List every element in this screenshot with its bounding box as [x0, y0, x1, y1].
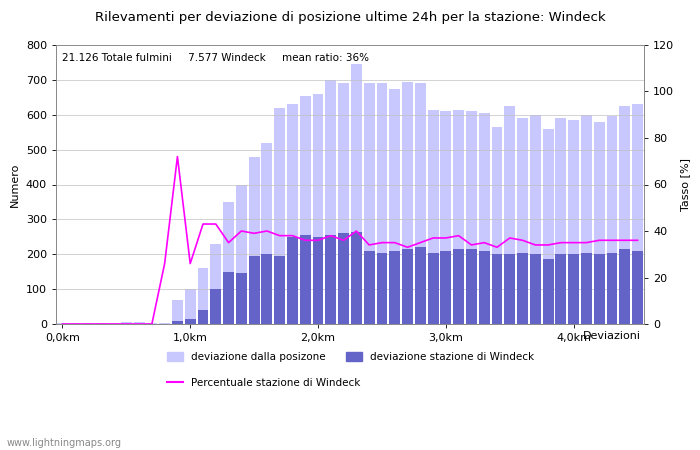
Bar — [568, 254, 579, 324]
Bar — [517, 118, 528, 324]
Bar — [185, 319, 196, 324]
Bar — [262, 254, 272, 324]
Bar — [351, 64, 362, 324]
Bar — [172, 300, 183, 324]
Bar — [581, 115, 592, 324]
Bar — [197, 268, 209, 324]
Bar — [338, 233, 349, 324]
Bar — [632, 251, 643, 324]
Bar — [338, 83, 349, 324]
Bar — [300, 95, 311, 324]
Bar — [453, 249, 464, 324]
Bar — [287, 104, 298, 324]
Bar — [479, 251, 490, 324]
Bar — [556, 118, 566, 324]
Bar — [377, 83, 387, 324]
Bar — [491, 254, 503, 324]
Bar — [453, 109, 464, 324]
Bar — [389, 89, 400, 324]
Bar — [197, 310, 209, 324]
Bar — [248, 256, 260, 324]
Bar — [491, 127, 503, 324]
Bar — [402, 249, 413, 324]
Bar — [415, 247, 426, 324]
Bar — [210, 289, 221, 324]
Bar — [313, 94, 323, 324]
Bar — [134, 322, 144, 324]
Bar — [568, 120, 579, 324]
Bar — [364, 251, 374, 324]
Bar — [402, 81, 413, 324]
Bar — [146, 323, 158, 324]
Bar — [236, 184, 247, 324]
Bar — [517, 252, 528, 324]
Bar — [223, 272, 234, 324]
Bar — [620, 106, 630, 324]
Bar — [108, 323, 119, 324]
Y-axis label: Tasso [%]: Tasso [%] — [680, 158, 689, 211]
Bar — [248, 157, 260, 324]
Bar — [70, 323, 80, 324]
Bar — [542, 260, 554, 324]
Bar — [620, 249, 630, 324]
Bar — [210, 244, 221, 324]
Bar — [274, 108, 285, 324]
Bar — [377, 252, 387, 324]
Bar — [389, 251, 400, 324]
Bar — [326, 235, 336, 324]
Bar — [364, 83, 374, 324]
Bar — [351, 232, 362, 324]
Bar — [83, 323, 93, 324]
Bar — [287, 237, 298, 324]
Bar — [504, 106, 515, 324]
Text: 21.126 Totale fulmini     7.577 Windeck     mean ratio: 36%: 21.126 Totale fulmini 7.577 Windeck mean… — [62, 54, 369, 63]
Bar — [440, 111, 452, 324]
Bar — [326, 80, 336, 324]
Bar — [172, 320, 183, 324]
Bar — [428, 109, 438, 324]
Bar — [504, 254, 515, 324]
Text: Rilevamenti per deviazione di posizione ultime 24h per la stazione: Windeck: Rilevamenti per deviazione di posizione … — [94, 11, 606, 24]
Bar — [300, 235, 311, 324]
Bar — [594, 122, 605, 324]
Bar — [440, 251, 452, 324]
Bar — [530, 254, 541, 324]
Bar — [479, 113, 490, 324]
Text: www.lightningmaps.org: www.lightningmaps.org — [7, 438, 122, 448]
Y-axis label: Numero: Numero — [10, 162, 20, 207]
Bar — [632, 104, 643, 324]
Bar — [594, 254, 605, 324]
Bar — [274, 256, 285, 324]
Bar — [428, 252, 438, 324]
Bar — [95, 323, 106, 324]
Bar — [607, 117, 617, 324]
Bar — [556, 254, 566, 324]
Bar — [542, 129, 554, 324]
Bar — [236, 274, 247, 324]
Bar — [415, 83, 426, 324]
Bar — [57, 323, 68, 324]
Bar — [223, 202, 234, 324]
Bar — [530, 115, 541, 324]
Bar — [607, 252, 617, 324]
Bar — [121, 322, 132, 324]
Bar — [466, 249, 477, 324]
Legend: Percentuale stazione di Windeck: Percentuale stazione di Windeck — [167, 378, 360, 388]
Bar — [466, 111, 477, 324]
Text: Deviazioni: Deviazioni — [582, 331, 640, 341]
Bar — [581, 252, 592, 324]
Bar — [159, 323, 170, 324]
Bar — [262, 143, 272, 324]
Bar — [313, 237, 323, 324]
Bar — [185, 289, 196, 324]
